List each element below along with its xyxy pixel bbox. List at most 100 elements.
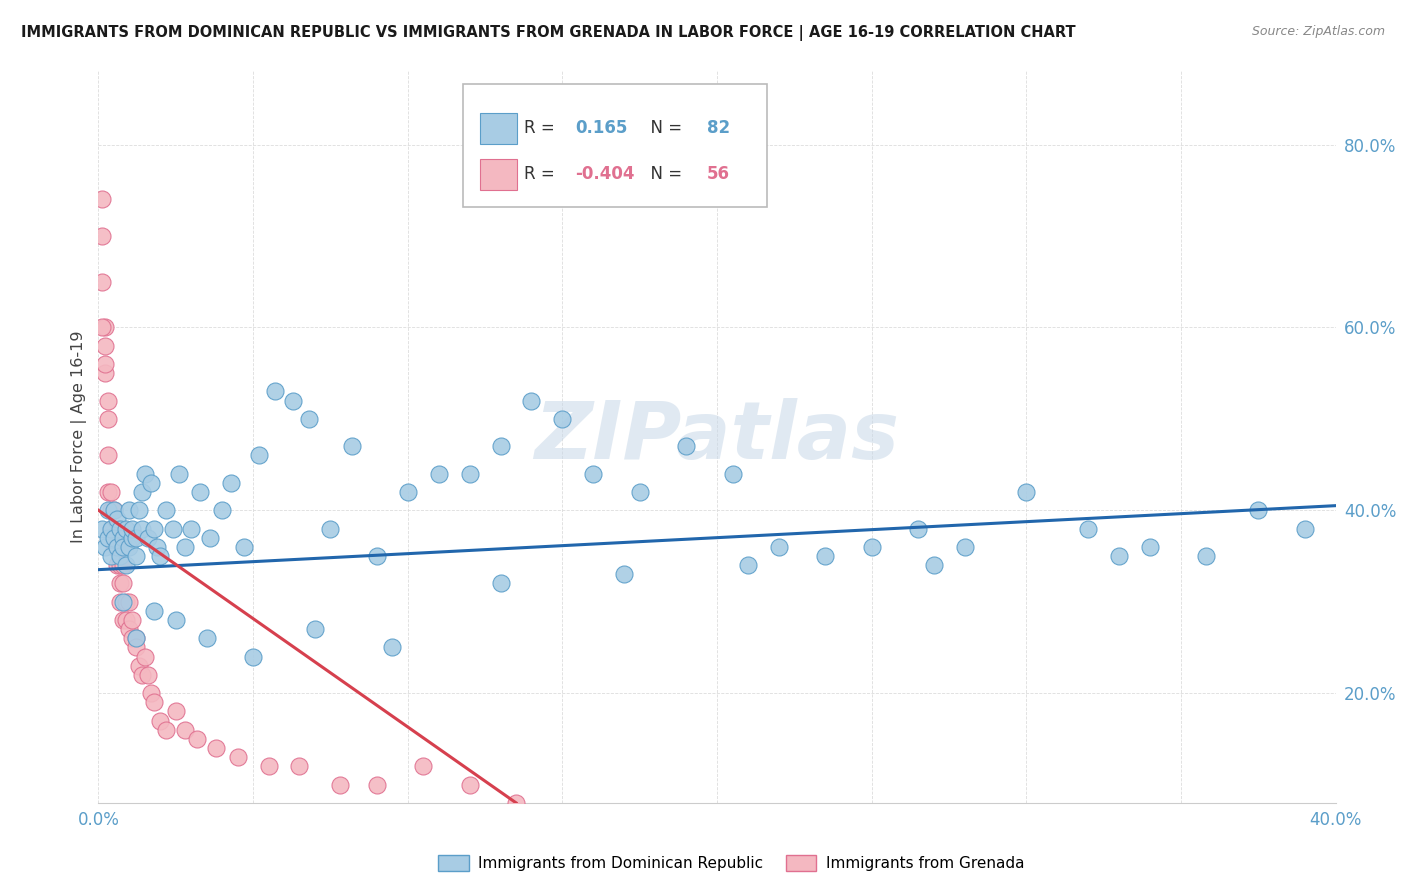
Point (1247, 503, 1270, 517)
Point (100, 549, 122, 563)
Point (90, 229, 112, 244)
Text: N =: N = (640, 119, 688, 136)
Point (93, 357, 115, 371)
Text: -0.404: -0.404 (575, 165, 634, 183)
Point (427, 467, 450, 481)
Point (458, 778, 481, 792)
Point (329, 778, 352, 792)
Point (108, 521, 131, 535)
Point (628, 485, 651, 500)
Point (143, 604, 166, 618)
Point (226, 750, 249, 764)
Point (143, 521, 166, 535)
Point (922, 558, 945, 573)
Point (112, 613, 135, 627)
Point (118, 622, 141, 636)
Point (118, 540, 141, 554)
Point (582, 467, 605, 481)
Point (112, 576, 135, 591)
Point (90, 275, 112, 289)
Point (97, 503, 120, 517)
Point (489, 576, 512, 591)
Point (103, 531, 125, 545)
Point (124, 549, 146, 563)
Point (112, 558, 135, 573)
Point (205, 740, 228, 755)
Point (167, 467, 190, 481)
Point (121, 521, 143, 535)
Point (1195, 549, 1218, 563)
Point (108, 558, 131, 573)
Point (211, 503, 233, 517)
Point (139, 686, 162, 700)
Point (121, 613, 143, 627)
Text: IMMIGRANTS FROM DOMINICAN REPUBLIC VS IMMIGRANTS FROM GRENADA IN LABOR FORCE | A: IMMIGRANTS FROM DOMINICAN REPUBLIC VS IM… (21, 25, 1076, 41)
Point (1139, 540, 1161, 554)
Text: R =: R = (524, 119, 560, 136)
Point (232, 540, 254, 554)
Point (412, 759, 434, 773)
FancyBboxPatch shape (479, 159, 516, 190)
Point (93, 320, 115, 334)
Point (366, 549, 388, 563)
Point (139, 475, 162, 490)
Point (124, 632, 146, 646)
Point (165, 613, 187, 627)
Point (131, 667, 153, 681)
Point (103, 503, 125, 517)
Point (489, 439, 512, 453)
Point (105, 558, 128, 573)
Point (155, 723, 177, 737)
Point (90, 521, 112, 535)
Point (1015, 485, 1038, 500)
Point (505, 796, 527, 810)
Point (128, 503, 150, 517)
Point (136, 667, 159, 681)
Point (381, 640, 404, 655)
Point (907, 521, 929, 535)
Point (737, 558, 759, 573)
FancyBboxPatch shape (464, 84, 766, 207)
Point (304, 622, 326, 636)
Point (100, 521, 122, 535)
Point (198, 531, 221, 545)
Point (242, 649, 264, 664)
Point (103, 503, 125, 517)
Point (100, 485, 122, 500)
Point (134, 649, 156, 664)
Point (180, 521, 202, 535)
Point (124, 632, 146, 646)
Point (613, 567, 636, 582)
Point (174, 540, 197, 554)
Point (675, 439, 697, 453)
Point (860, 540, 883, 554)
Point (105, 540, 128, 554)
Point (93, 540, 115, 554)
Point (143, 695, 166, 709)
Point (146, 540, 169, 554)
Text: Source: ZipAtlas.com: Source: ZipAtlas.com (1251, 25, 1385, 38)
Point (105, 512, 128, 526)
Point (100, 521, 122, 535)
Legend: Immigrants from Dominican Republic, Immigrants from Grenada: Immigrants from Dominican Republic, Immi… (432, 849, 1031, 877)
Point (112, 531, 135, 545)
Point (115, 558, 138, 573)
Text: 0.165: 0.165 (575, 119, 627, 136)
Point (97, 531, 120, 545)
Point (283, 393, 305, 408)
Point (319, 521, 342, 535)
Point (118, 503, 141, 517)
Point (134, 467, 156, 481)
Point (100, 503, 122, 517)
Point (520, 393, 543, 408)
Point (190, 485, 212, 500)
Text: R =: R = (524, 165, 560, 183)
Point (257, 759, 280, 773)
Point (105, 540, 128, 554)
Point (97, 412, 120, 426)
Point (247, 448, 270, 462)
Point (155, 503, 177, 517)
Point (340, 439, 363, 453)
Point (108, 594, 131, 608)
Point (149, 714, 172, 728)
